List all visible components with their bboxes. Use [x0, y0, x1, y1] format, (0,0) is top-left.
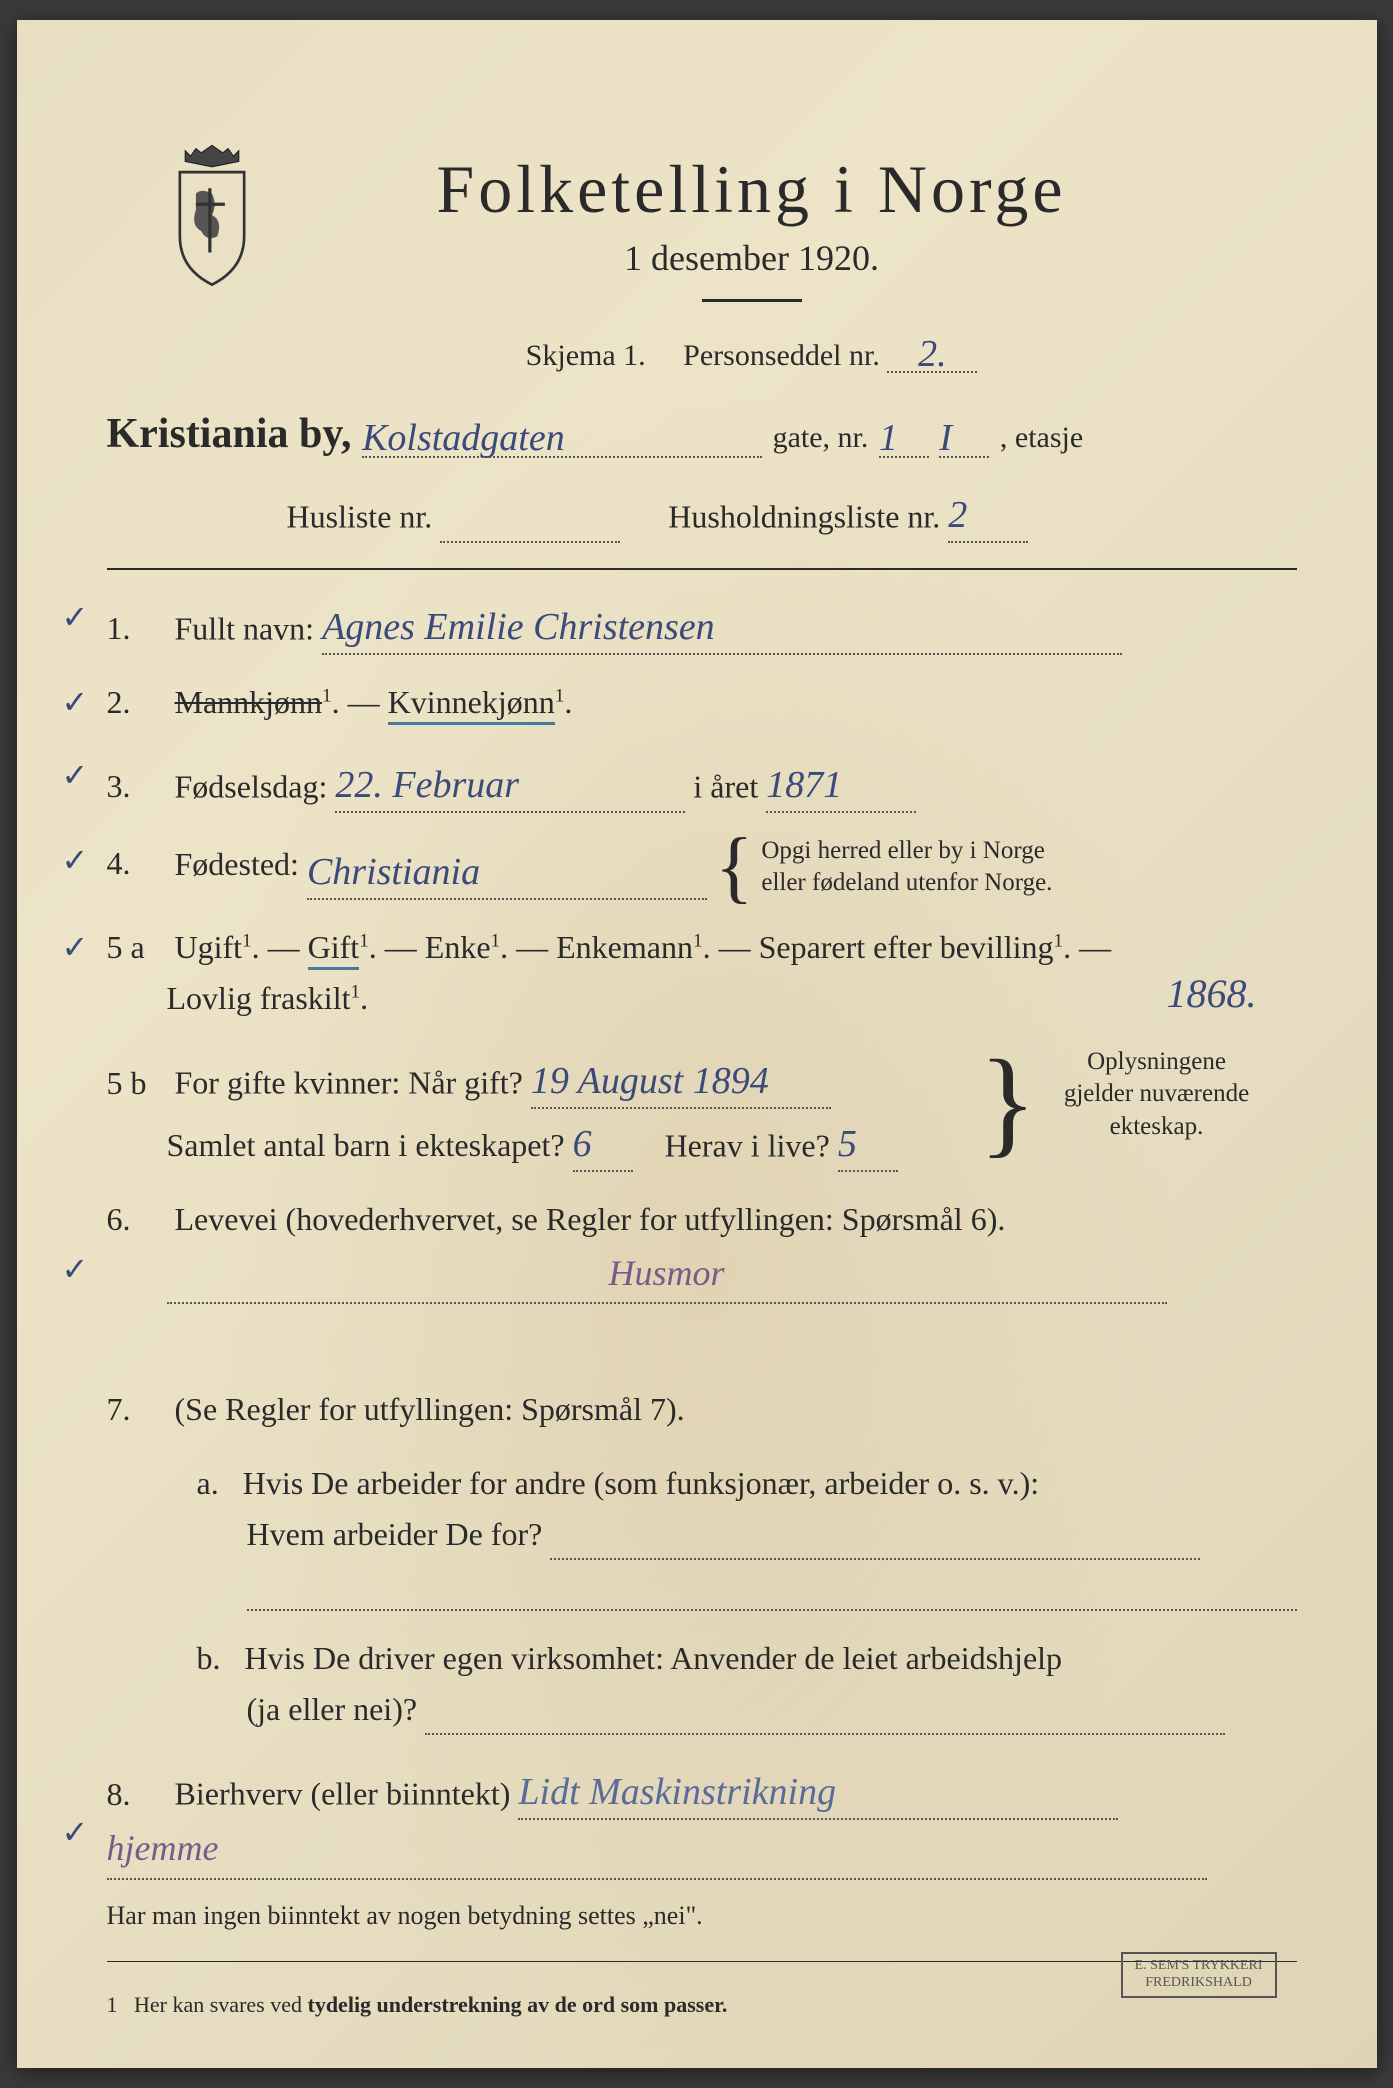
q5a-num: 5 a: [107, 922, 167, 973]
q1-line: ✓ 1. Fullt navn: Agnes Emilie Christense…: [107, 592, 1297, 655]
q7b-text1: Hvis De driver egen virksomhet: Anvender…: [245, 1640, 1063, 1676]
q5b-num: 5 b: [107, 1058, 167, 1109]
floor-nr: I: [939, 417, 952, 459]
checkmark-icon: ✓: [62, 677, 89, 728]
q3-day: 22. Februar: [335, 764, 519, 806]
printer-stamp: E. SEM'S TRYKKERI FREDRIKSHALD: [1121, 1952, 1277, 1998]
gate-nr: 1: [879, 417, 898, 459]
street-name: Kolstadgaten: [362, 417, 565, 459]
q5a-gift: Gift: [308, 929, 360, 970]
q5a-line: ✓ 5 a Ugift1. — Gift1. — Enke1. — Enkema…: [107, 922, 1297, 1024]
checkmark-icon: ✓: [62, 1244, 89, 1295]
norway-coat-of-arms-icon: [157, 140, 267, 290]
subtitle-date: 1 desember 1920.: [207, 237, 1297, 279]
checkmark-icon: ✓: [62, 592, 89, 643]
q7a-text1: Hvis De arbeider for andre (som funksjon…: [243, 1465, 1039, 1501]
q7b-text2: (ja eller nei)?: [247, 1691, 418, 1727]
checkmark-icon: ✓: [62, 1807, 89, 1858]
q5a-enke: Enke: [425, 929, 491, 965]
personseddel-label: Personseddel nr.: [683, 339, 880, 372]
q3-year-label: i året: [693, 768, 758, 804]
q8-line: 8. Bierhverv (eller biinntekt) Lidt Mask…: [107, 1757, 1297, 1879]
q7b-label: b.: [197, 1640, 221, 1676]
footnote-divider: [107, 1961, 1297, 1962]
q4-note: Opgi herred eller by i Norge eller fødel…: [761, 835, 1052, 900]
title-block: Folketelling i Norge 1 desember 1920. Sk…: [107, 150, 1297, 373]
q7b-line: b. Hvis De driver egen virksomhet: Anven…: [197, 1633, 1297, 1735]
q5a-enkemann: Enkemann: [556, 929, 693, 965]
q5a-margin-year: 1868.: [1167, 962, 1257, 1026]
q7a-label: a.: [197, 1465, 219, 1501]
q1-fullname: Agnes Emilie Christensen: [322, 606, 715, 648]
q4-value: Christiania: [307, 851, 480, 893]
title-divider: [702, 299, 802, 302]
q7a-line: a. Hvis De arbeider for andre (som funks…: [197, 1458, 1297, 1612]
q8-value1: Lidt Maskinstrikning: [518, 1771, 836, 1813]
q5b-label1: For gifte kvinner: Når gift?: [175, 1065, 523, 1101]
q1-num: 1.: [107, 603, 167, 654]
q6-value: Husmor: [608, 1253, 724, 1293]
q3-year: 1871: [766, 764, 842, 806]
q8-num: 8.: [107, 1769, 167, 1820]
q4-line: ✓ 4. Fødested: Christiania { Opgi herred…: [107, 835, 1297, 900]
q6-line: 6. Levevei (hovederhvervet, se Regler fo…: [107, 1194, 1297, 1305]
q5b-total: 6: [573, 1123, 592, 1165]
husliste-nr: [440, 541, 620, 543]
bracket-icon: {: [715, 843, 753, 891]
q2-num: 2.: [107, 677, 167, 728]
footnote-text: Her kan svares ved tydelig understreknin…: [134, 1992, 727, 2017]
q7a-blank: [550, 1558, 1200, 1560]
checkmark-icon: ✓: [62, 835, 89, 886]
gate-label: gate, nr.: [773, 421, 869, 454]
husliste-line: Husliste nr. Husholdningsliste nr. 2: [287, 480, 1297, 543]
q2-mann: Mannkjønn: [175, 684, 323, 720]
q6-label: Levevei (hovederhvervet, se Regler for u…: [175, 1201, 1006, 1237]
q7a-blank2: [247, 1609, 1297, 1611]
q5b-label2: Samlet antal barn i ekteskapet?: [167, 1127, 565, 1163]
q2-kvinne: Kvinnekjønn: [388, 684, 555, 725]
q5b-line: 5 b For gifte kvinner: Når gift? 19 Augu…: [107, 1046, 1297, 1172]
personseddel-nr: 2.: [918, 333, 947, 375]
schema-line: Skjema 1. Personseddel nr. 2.: [207, 327, 1297, 373]
q7b-blank: [425, 1733, 1225, 1735]
q7-num: 7.: [107, 1384, 167, 1435]
footnote: 1 Her kan svares ved tydelig understrekn…: [107, 1992, 1297, 2018]
q2-line: ✓ 2. Mannkjønn1. — Kvinnekjønn1.: [107, 677, 1297, 728]
schema-label: Skjema 1.: [526, 339, 646, 372]
q4-label: Fødested:: [175, 845, 299, 881]
etasje-label: , etasje: [1000, 421, 1083, 454]
q5b-live: 5: [838, 1123, 857, 1165]
q8-label: Bierhverv (eller biinntekt): [175, 1776, 511, 1812]
census-form-document: Folketelling i Norge 1 desember 1920. Sk…: [17, 20, 1377, 2068]
q3-label: Fødselsdag:: [175, 768, 328, 804]
q7-line: 7. (Se Regler for utfyllingen: Spørsmål …: [107, 1384, 1297, 1435]
footnote-num: 1: [107, 1992, 118, 2017]
q5b-label3: Herav i live?: [665, 1127, 830, 1163]
q6-num: 6.: [107, 1194, 167, 1245]
bracket-icon: }: [979, 1066, 1037, 1138]
q7-label: (Se Regler for utfyllingen: Spørsmål 7).: [175, 1391, 685, 1427]
q8-value2: hjemme: [107, 1828, 219, 1868]
q5a-separert: Separert efter bevilling: [759, 929, 1054, 965]
husliste-label: Husliste nr.: [287, 499, 433, 535]
husholdning-nr: 2: [948, 494, 967, 536]
q1-label: Fullt navn:: [175, 610, 315, 646]
q5b-date: 19 August 1894: [531, 1060, 769, 1102]
checkmark-icon: ✓: [62, 922, 89, 973]
city-line: Kristiania by, Kolstadgaten gate, nr. 1 …: [107, 408, 1297, 458]
main-title: Folketelling i Norge: [207, 150, 1297, 229]
q5a-ugift: Ugift: [175, 929, 243, 965]
section-divider: [107, 568, 1297, 570]
q3-num: 3.: [107, 761, 167, 812]
checkmark-icon: ✓: [62, 750, 89, 801]
city-prefix: Kristiania by,: [107, 411, 352, 457]
q4-num: 4.: [107, 838, 167, 889]
husholdning-label: Husholdningsliste nr.: [668, 499, 940, 535]
q5a-fraskilt: Lovlig fraskilt: [167, 980, 351, 1016]
q5b-note: Oplysningene gjelder nuværende ekteskap.: [1047, 1046, 1267, 1144]
q7a-text2: Hvem arbeider De for?: [247, 1516, 543, 1552]
q3-line: ✓ 3. Fødselsdag: 22. Februar i året 1871: [107, 750, 1297, 813]
q8-note: Har man ingen biinntekt av nogen betydni…: [107, 1895, 1297, 1937]
